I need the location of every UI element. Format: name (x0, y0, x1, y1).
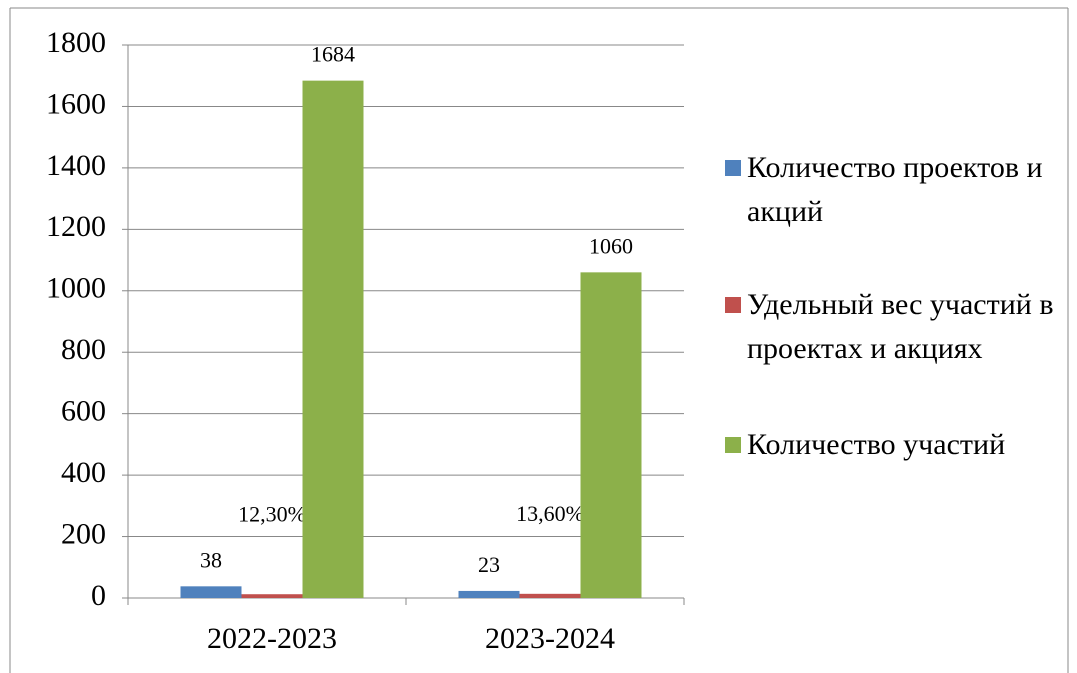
y-tick-label: 1800 (46, 26, 106, 59)
data-label: 23 (478, 552, 500, 577)
y-tick-label: 200 (61, 517, 106, 550)
legend-swatch (725, 437, 741, 453)
y-tick-label: 1200 (46, 210, 106, 243)
data-label: 1684 (311, 42, 355, 67)
bar (458, 590, 520, 598)
x-tick-label: 2023-2024 (485, 622, 615, 655)
bar (302, 80, 364, 599)
legend-entry: Количество участий (725, 423, 1065, 467)
data-label: 38 (200, 547, 222, 572)
y-tick-label: 800 (61, 333, 106, 366)
y-tick-label: 400 (61, 456, 106, 489)
legend-label: Удельный вес участий в проектах и акциях (747, 288, 1054, 365)
x-tick-label: 2022-2023 (207, 622, 337, 655)
legend-swatch (725, 297, 741, 313)
legend-entry: Количество проектов и акций (725, 146, 1065, 234)
bar (180, 586, 242, 598)
y-tick-label: 0 (91, 579, 106, 612)
legend-label: Количество участий (747, 428, 1006, 461)
y-tick-label: 1000 (46, 272, 106, 305)
data-label: 12,30% (238, 501, 306, 526)
data-label: 13,60% (516, 501, 584, 526)
bar (241, 594, 303, 598)
legend-swatch (725, 160, 741, 176)
bar (580, 272, 642, 598)
y-tick-label: 1600 (46, 87, 106, 120)
y-tick-label: 1400 (46, 149, 106, 182)
legend-label: Количество проектов и акций (747, 151, 1043, 228)
data-label: 1060 (589, 233, 633, 258)
y-tick-label: 600 (61, 395, 106, 428)
bar (519, 593, 581, 598)
legend-entry: Удельный вес участий в проектах и акциях (725, 283, 1065, 371)
